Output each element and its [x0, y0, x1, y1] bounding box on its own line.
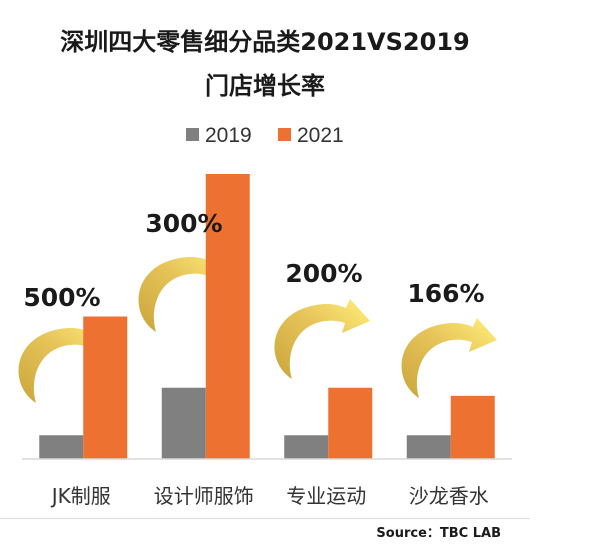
bar-2021 [450, 395, 495, 459]
bar-2019 [39, 435, 84, 459]
source-divider [0, 518, 530, 519]
x-tick-label: 专业运动 [286, 484, 366, 508]
bar-2019 [161, 387, 206, 459]
bar-2019 [406, 435, 451, 459]
bar-2021 [205, 174, 250, 459]
x-tick-label: JK制服 [50, 484, 111, 508]
growth-arrow-icon [401, 318, 497, 398]
bar-2019 [284, 435, 329, 459]
growth-label: 300% [145, 209, 222, 238]
bar-2021 [83, 316, 128, 459]
source-note: Source：TBC LAB [376, 526, 501, 541]
growth-label: 166% [407, 279, 484, 308]
chart-title-line-2: 门店增长率 [205, 72, 325, 100]
legend-swatch-2019 [186, 128, 199, 141]
legend-label-2019: 2019 [205, 124, 252, 147]
legend-label-2021: 2021 [297, 124, 344, 147]
bar-2021 [328, 387, 373, 459]
growth-arrow-icon [274, 299, 370, 379]
chart-title-line-1: 深圳四大零售细分品类2021VS2019 [60, 28, 470, 56]
x-tick-label: 沙龙香水 [409, 484, 489, 508]
growth-label: 200% [285, 259, 362, 288]
growth-label: 500% [23, 283, 100, 312]
legend-swatch-2021 [278, 128, 291, 141]
x-tick-label: 设计师服饰 [154, 484, 254, 508]
